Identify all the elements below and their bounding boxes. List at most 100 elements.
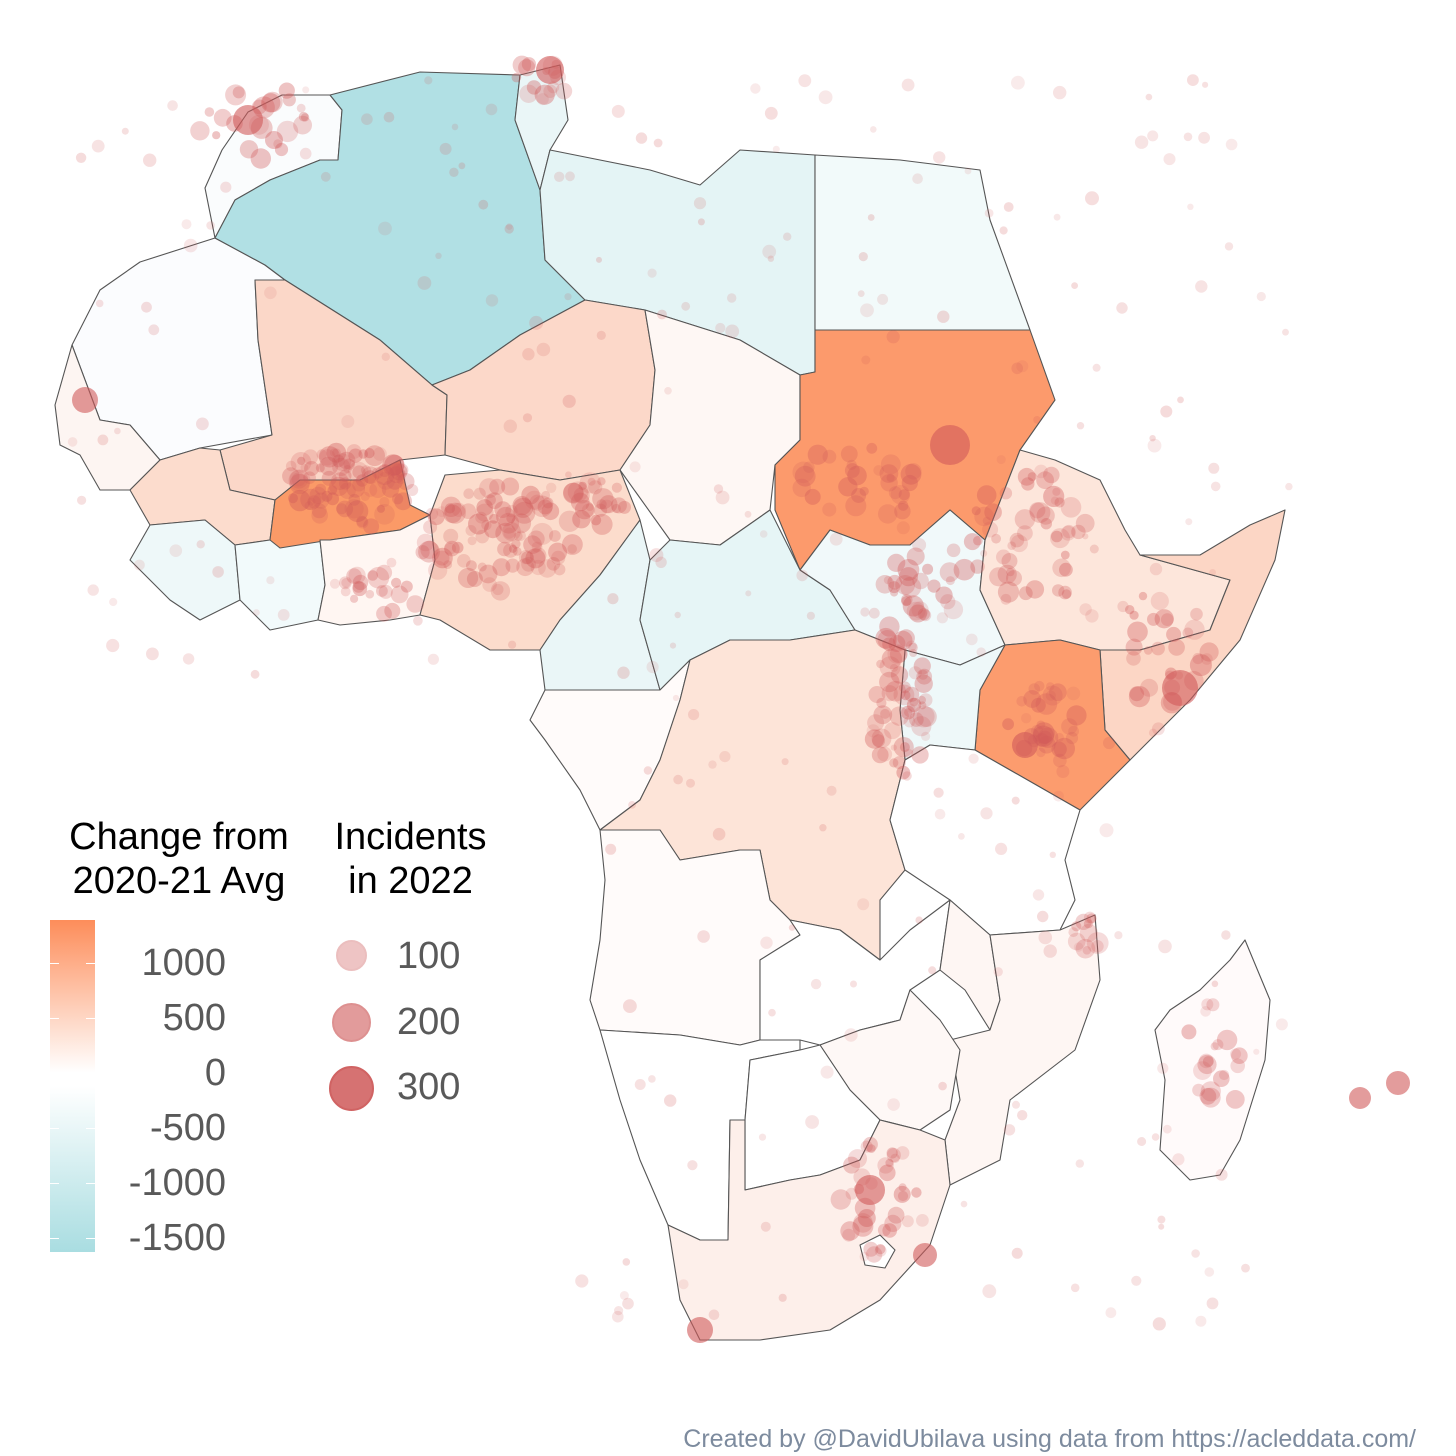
incident-point xyxy=(190,121,210,141)
incident-point xyxy=(845,495,867,517)
incident-point xyxy=(916,668,933,685)
incident-point xyxy=(768,1008,776,1017)
incident-point xyxy=(886,473,895,482)
incident-point xyxy=(406,595,425,613)
incident-point xyxy=(860,607,870,617)
incident-point xyxy=(321,490,333,502)
incident-point xyxy=(945,576,955,586)
incident-point xyxy=(893,1185,911,1203)
incident-point xyxy=(346,500,369,523)
incident-point xyxy=(1213,1070,1230,1087)
incident-point xyxy=(930,425,970,465)
incident-point xyxy=(350,594,359,603)
incident-point xyxy=(917,608,931,621)
incident-point xyxy=(657,309,667,320)
incident-point xyxy=(213,108,232,127)
incident-point xyxy=(820,1065,834,1079)
incident-point xyxy=(1152,1317,1166,1331)
incident-point xyxy=(982,1284,997,1299)
incident-point xyxy=(293,115,312,135)
incident-point xyxy=(302,86,310,94)
incident-point xyxy=(348,566,366,584)
incident-point xyxy=(688,709,700,721)
size-legend-title-line2: in 2022 xyxy=(348,860,473,902)
incident-point xyxy=(1052,584,1065,597)
incident-point xyxy=(901,78,915,92)
incident-point xyxy=(374,465,395,485)
incident-point xyxy=(332,454,345,468)
incident-point xyxy=(899,742,910,753)
incident-point xyxy=(494,501,512,518)
incident-point xyxy=(534,84,555,105)
incident-point xyxy=(475,511,487,524)
colorbar-tick xyxy=(50,963,59,964)
incident-point xyxy=(312,492,330,509)
incident-point xyxy=(915,916,923,924)
incident-point xyxy=(1177,396,1184,404)
incident-point xyxy=(628,801,636,809)
incident-point xyxy=(379,496,390,508)
incident-point xyxy=(232,86,245,99)
incident-point xyxy=(719,751,731,763)
incident-point xyxy=(845,1187,858,1200)
incident-point xyxy=(302,449,319,465)
incident-point xyxy=(458,567,479,589)
incident-point xyxy=(1083,911,1096,924)
incident-point xyxy=(715,490,730,505)
incident-point xyxy=(887,1206,905,1224)
incident-point xyxy=(444,542,457,555)
incident-point xyxy=(400,580,413,593)
incident-point xyxy=(906,547,925,566)
incident-point xyxy=(890,485,911,505)
incident-point xyxy=(984,503,1002,521)
incident-point xyxy=(893,737,914,758)
incident-point xyxy=(1023,690,1042,708)
incident-point xyxy=(570,492,590,512)
incident-point xyxy=(895,575,915,595)
incident-point xyxy=(563,482,584,503)
incident-point xyxy=(484,494,496,506)
incident-point xyxy=(397,473,415,491)
incident-point xyxy=(347,461,369,483)
incident-point xyxy=(903,716,916,728)
incident-point xyxy=(341,578,351,588)
incident-point xyxy=(1127,621,1148,643)
incident-point xyxy=(885,1158,894,1167)
incident-point xyxy=(900,690,911,701)
incident-point xyxy=(1065,731,1079,745)
incident-point xyxy=(309,486,327,504)
incident-point xyxy=(727,293,737,303)
incident-point xyxy=(879,616,900,637)
incident-point xyxy=(1191,1249,1200,1258)
incident-point xyxy=(848,1149,867,1169)
country-lesotho xyxy=(859,1234,896,1269)
incident-point xyxy=(750,83,761,94)
incident-point xyxy=(97,434,109,446)
incident-point xyxy=(169,544,183,557)
incident-point xyxy=(444,502,466,524)
incident-point xyxy=(1036,747,1046,758)
incident-point xyxy=(916,1214,929,1227)
incident-point xyxy=(887,574,902,590)
incident-point xyxy=(1009,532,1025,548)
incident-point xyxy=(497,541,512,557)
incident-point xyxy=(1002,718,1014,731)
incident-point xyxy=(522,413,533,423)
incident-point xyxy=(513,497,534,518)
incident-point xyxy=(818,90,833,105)
incident-point xyxy=(877,1223,891,1237)
incident-point xyxy=(574,500,595,520)
incident-point xyxy=(503,527,515,539)
incident-point xyxy=(614,1306,624,1316)
incident-point xyxy=(518,59,536,77)
incident-point xyxy=(1011,362,1023,375)
incident-point xyxy=(899,681,911,694)
incident-point xyxy=(489,478,506,495)
incident-point xyxy=(1105,1307,1117,1319)
incident-point xyxy=(443,560,453,569)
incident-point xyxy=(565,171,575,182)
incident-point xyxy=(1158,1223,1165,1230)
incident-point xyxy=(935,586,953,604)
incident-point xyxy=(708,1309,720,1321)
incident-point xyxy=(578,481,587,491)
